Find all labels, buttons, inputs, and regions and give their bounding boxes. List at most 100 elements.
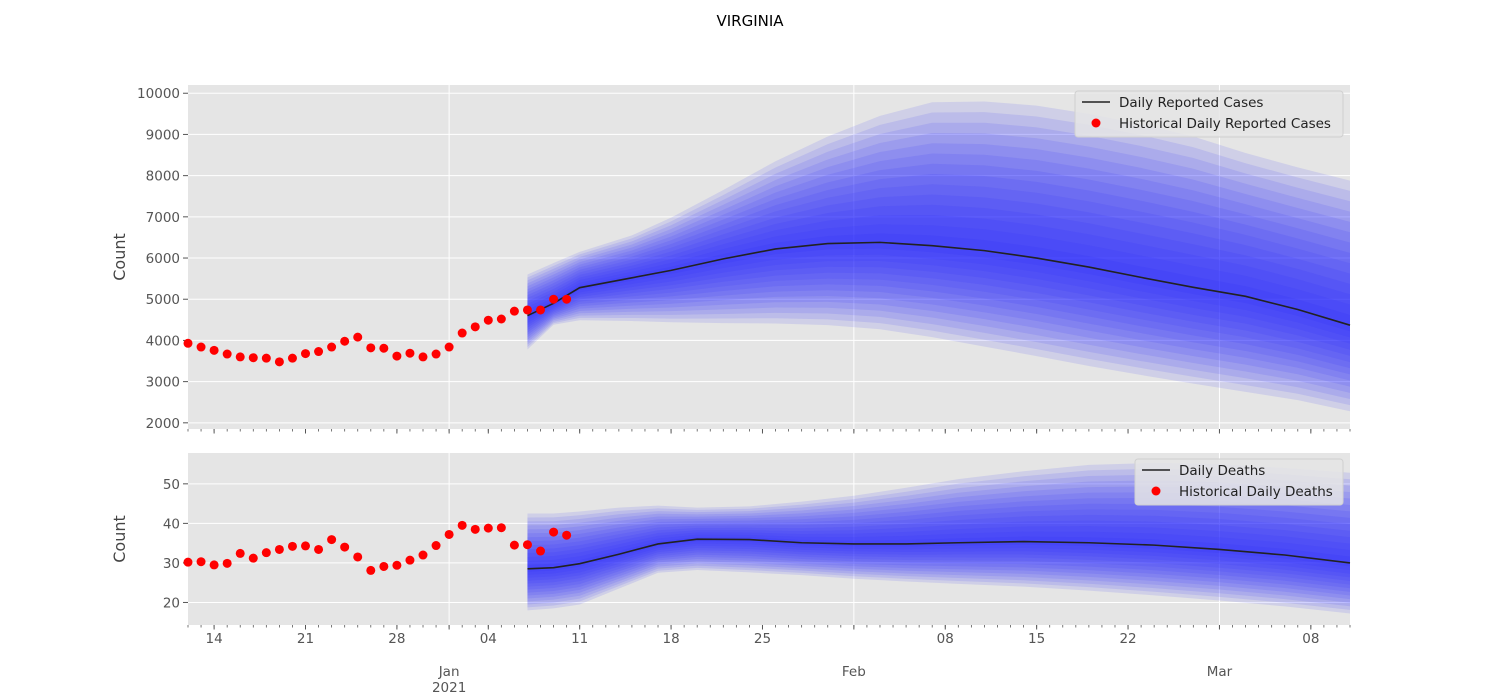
deaths-historical-point — [183, 557, 193, 567]
cases-historical-point — [392, 351, 402, 361]
cases-historical-point — [183, 338, 193, 348]
cases-historical-point — [353, 332, 363, 342]
cases-forecast-band — [527, 122, 1350, 399]
x-day-tick-label: 04 — [480, 631, 497, 647]
deaths-forecast-band — [527, 498, 1350, 593]
cases-forecast-band — [527, 173, 1350, 369]
deaths-historical-point — [536, 546, 546, 556]
cases-historical-point — [431, 349, 441, 359]
cases-historical-point — [248, 353, 258, 363]
cases-historical-point — [509, 306, 519, 316]
deaths-historical-point — [340, 542, 350, 552]
cases-historical-point — [549, 294, 559, 304]
cases-ytick-label: 2000 — [146, 416, 180, 432]
cases-historical-point — [379, 343, 389, 353]
deaths-median-line — [527, 538, 1351, 570]
deaths-ytick-label: 40 — [163, 516, 180, 532]
cases-forecast-band — [527, 112, 1350, 406]
cases-ytick-label: 7000 — [146, 210, 180, 226]
x-day-tick-label: 08 — [937, 631, 954, 647]
cases-historical-point — [444, 342, 454, 352]
deaths-historical-point — [457, 520, 467, 530]
deaths-historical-point — [366, 565, 376, 575]
x-day-tick-label: 15 — [1028, 631, 1045, 647]
cases-forecast-band — [527, 204, 1350, 350]
deaths-forecast-band — [527, 514, 1350, 584]
cases-plot-background — [188, 85, 1350, 429]
cases-median-line — [527, 241, 1351, 326]
deaths-legend-label-historical: Historical Daily Deaths — [1179, 484, 1333, 500]
deaths-y-axis-label: Count — [110, 515, 129, 563]
deaths-historical-point — [301, 541, 311, 551]
deaths-ytick-label: 30 — [163, 556, 180, 572]
cases-ytick-label: 9000 — [146, 127, 180, 143]
cases-forecast-band — [527, 224, 1350, 338]
cases-historical-point — [235, 352, 245, 362]
cases-historical-point — [483, 315, 493, 325]
x-day-tick-label: 14 — [206, 631, 223, 647]
x-day-tick-label: 22 — [1119, 631, 1136, 647]
deaths-historical-point — [418, 550, 428, 560]
cases-historical-point — [457, 328, 467, 338]
deaths-historical-point — [209, 560, 219, 570]
deaths-forecast-band — [527, 509, 1350, 587]
deaths-forecast-band — [527, 520, 1350, 581]
deaths-forecast-band — [527, 503, 1350, 590]
cases-y-axis-label: Count — [110, 233, 129, 281]
cases-historical-point — [196, 342, 206, 352]
cases-ytick-label: 6000 — [146, 251, 180, 267]
cases-legend-label-forecast: Daily Reported Cases — [1119, 95, 1263, 111]
cases-ytick-label: 10000 — [137, 86, 180, 102]
cases-historical-point — [261, 353, 271, 363]
x-month-tick-label: Mar — [1207, 664, 1233, 680]
cases-forecast-band — [527, 194, 1350, 356]
deaths-historical-point — [287, 541, 297, 551]
deaths-legend-label-forecast: Daily Deaths — [1179, 463, 1265, 479]
x-day-tick-label: 11 — [571, 631, 588, 647]
deaths-legend-box — [1134, 458, 1344, 506]
cases-historical-point — [222, 349, 232, 359]
cases-historical-point — [314, 347, 324, 357]
x-year-label: 2021 — [432, 680, 466, 696]
cases-historical-point — [418, 352, 428, 362]
deaths-historical-point — [496, 523, 506, 533]
deaths-historical-point — [549, 527, 559, 537]
cases-historical-point — [470, 322, 480, 332]
x-month-tick-label: Jan — [438, 664, 460, 680]
cases-historical-point — [405, 348, 415, 358]
x-month-tick-label: Feb — [842, 664, 866, 680]
deaths-historical-point — [405, 555, 415, 565]
cases-forecast-band — [527, 101, 1350, 412]
deaths-historical-point — [522, 540, 532, 550]
cases-legend-box — [1074, 90, 1344, 138]
deaths-historical-point — [483, 523, 493, 533]
cases-historical-point — [562, 294, 572, 304]
deaths-historical-point — [327, 535, 337, 545]
x-day-tick-label: 28 — [388, 631, 405, 647]
deaths-historical-point — [248, 553, 258, 563]
cases-forecast-band — [527, 184, 1350, 363]
cases-forecast-band — [527, 153, 1350, 381]
deaths-historical-point — [314, 544, 324, 554]
deaths-historical-point — [196, 557, 206, 567]
deaths-ytick-label: 50 — [163, 477, 180, 493]
deaths-forecast-band — [527, 480, 1350, 603]
x-day-tick-label: 08 — [1302, 631, 1319, 647]
deaths-forecast-band — [527, 474, 1350, 607]
x-day-tick-label: 18 — [662, 631, 679, 647]
cases-historical-point — [366, 343, 376, 353]
cases-historical-point — [287, 353, 297, 363]
deaths-panel: 20 30 40 50 Count Daily Deaths Historical Dail… — [110, 453, 1351, 630]
cases-forecast-band — [527, 133, 1350, 393]
deaths-historical-point — [261, 548, 271, 558]
deaths-historical-point — [222, 558, 232, 568]
cases-historical-point — [340, 336, 350, 346]
x-day-tick-label: 25 — [754, 631, 771, 647]
deaths-historical-point — [274, 544, 284, 554]
deaths-forecast-band — [527, 531, 1350, 575]
cases-historical-point — [327, 342, 337, 352]
deaths-historical-point — [562, 530, 572, 540]
cases-forecast-band — [527, 214, 1350, 344]
